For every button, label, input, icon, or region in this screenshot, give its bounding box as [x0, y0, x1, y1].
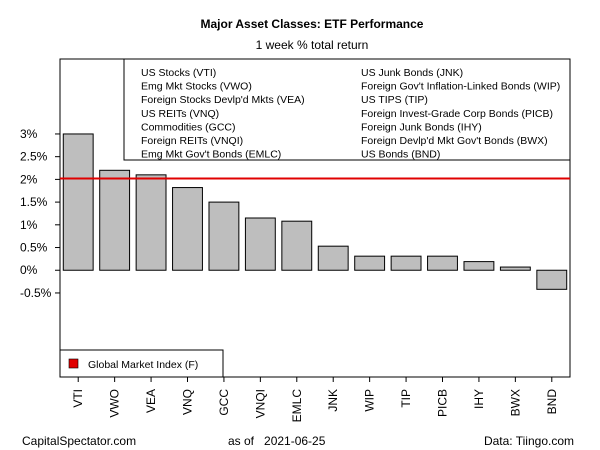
bar-jnk	[317, 245, 349, 271]
legend-entry: US TIPS (TIP)	[361, 94, 428, 106]
x-tick-label-gcc: GCC	[217, 389, 231, 416]
chart-title: Major Asset Classes: ETF Performance	[201, 17, 424, 31]
legend-entry: Foreign REITs (VNQI)	[141, 135, 243, 147]
index-legend-swatch	[68, 358, 79, 369]
footer-data-source: Data: Tiingo.com	[484, 434, 574, 448]
footer-as-of-date: as of 2021-06-25	[228, 434, 326, 448]
y-tick-label: 0.5%	[20, 241, 48, 255]
bar-vwo	[99, 169, 131, 271]
bar-vnqi	[244, 217, 276, 271]
bar-vea	[135, 174, 167, 271]
legend-entry: Emg Mkt Gov't Bonds (EMLC)	[141, 149, 281, 161]
x-tick-label-jnk: JNK	[326, 389, 340, 412]
y-tick-label: 0%	[20, 263, 38, 277]
bar-ihy	[463, 261, 495, 271]
x-tick-label-tip: TIP	[399, 389, 413, 408]
x-tick-label-bwx: BWX	[508, 389, 522, 416]
x-tick-label-ihy: IHY	[472, 389, 486, 409]
x-tick-label-vea: VEA	[144, 389, 158, 413]
y-tick-label: 3%	[20, 127, 38, 141]
legend-entry: Foreign Devlp'd Mkt Gov't Bonds (BWX)	[361, 135, 548, 147]
y-tick-label: 1%	[20, 218, 38, 232]
legend-entry: US Stocks (VTI)	[141, 67, 216, 79]
x-tick-label-vwo: VWO	[108, 389, 122, 418]
y-axis: 3% 2.5% 2% 1.5% 1% 0.5% 0% -0.5%	[20, 127, 60, 300]
bar-vti	[62, 133, 94, 271]
bar-vnq	[172, 187, 203, 271]
fund-legend-box	[123, 58, 571, 161]
y-tick-label: 1.5%	[20, 195, 48, 209]
fund-legend-entries: US Stocks (VTI)Emg Mkt Stocks (VWO)Forei…	[141, 67, 560, 161]
bar-gcc	[208, 201, 240, 271]
bar-bnd	[536, 269, 568, 290]
legend-entry: Foreign Stocks Devlp'd Mkts (VEA)	[141, 94, 305, 106]
legend-entry: US Junk Bonds (JNK)	[361, 67, 463, 79]
index-legend-box	[59, 349, 224, 378]
x-tick-label-wip: WIP	[363, 389, 377, 412]
bar-bwx	[499, 266, 531, 271]
bar-tip	[390, 255, 422, 271]
legend-entry: Foreign Junk Bonds (IHY)	[361, 121, 482, 133]
x-axis: VTI VWO VEA VNQ GCC VNQI EMLC JNK WIP TIP PICB IHY B…	[71, 377, 559, 422]
y-tick-label: 2.5%	[20, 150, 48, 164]
x-tick-label-picb: PICB	[436, 389, 450, 417]
legend-entry: Emg Mkt Stocks (VWO)	[141, 81, 252, 93]
footer-source-site: CapitalSpectator.com	[22, 434, 136, 448]
x-tick-label-emlc: EMLC	[290, 389, 304, 423]
legend-entry: US REITs (VNQ)	[141, 108, 219, 120]
index-legend-label: Global Market Index (F)	[88, 359, 198, 371]
x-tick-label-vti: VTI	[71, 389, 85, 408]
legend-entry: Foreign Invest-Grade Corp Bonds (PICB)	[361, 108, 553, 120]
bar-wip	[354, 255, 386, 271]
bar-picb	[427, 255, 458, 271]
y-tick-label: 2%	[20, 172, 38, 186]
chart-subtitle: 1 week % total return	[256, 38, 369, 52]
bar-emlc	[281, 220, 313, 271]
bars-layer	[62, 133, 568, 290]
x-tick-label-vnqi: VNQI	[253, 389, 267, 418]
index-legend: Global Market Index (F)	[59, 349, 224, 378]
legend-entry: Foreign Gov't Inflation-Linked Bonds (WI…	[361, 81, 560, 93]
legend-entry: Commodities (GCC)	[141, 121, 236, 133]
x-tick-label-vnq: VNQ	[181, 389, 195, 415]
legend-entry: US Bonds (BND)	[361, 149, 440, 161]
fund-legend: US Stocks (VTI)Emg Mkt Stocks (VWO)Forei…	[123, 58, 571, 161]
y-tick-label: -0.5%	[20, 286, 52, 300]
x-tick-label-bnd: BND	[545, 389, 559, 415]
